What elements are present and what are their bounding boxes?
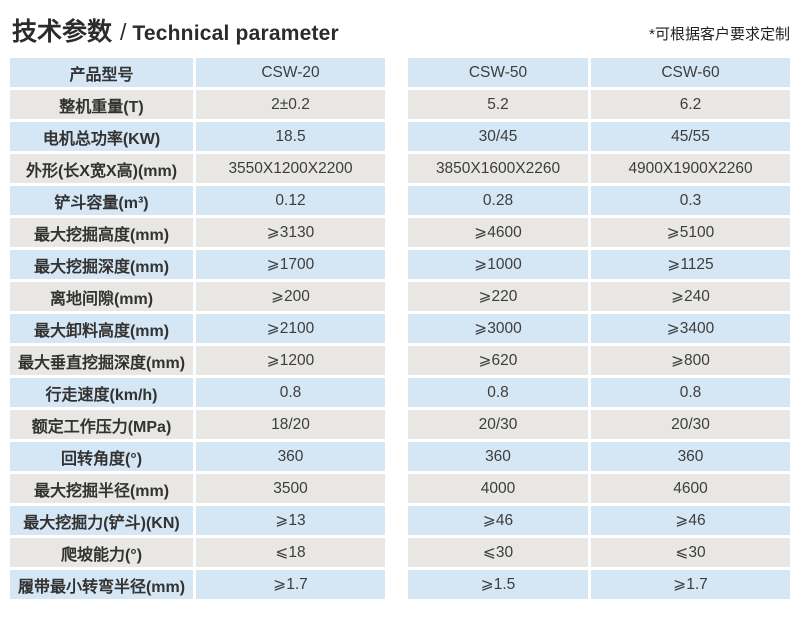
- row-label: 最大挖掘深度(mm): [10, 250, 193, 279]
- value-csw20: 360: [196, 442, 385, 471]
- table-row: 爬坡能力(°) ⩽18 ⩽30 ⩽30: [10, 538, 800, 567]
- row-label: 最大挖掘半径(mm): [10, 474, 193, 503]
- row-label: 额定工作压力(MPa): [10, 410, 193, 439]
- page-title: 技术参数 / Technical parameter: [12, 17, 339, 47]
- table-row: 额定工作压力(MPa) 18/20 20/30 20/30: [10, 410, 800, 439]
- value-csw20: ⩾200: [196, 282, 385, 311]
- table-row: 回转角度(°) 360 360 360: [10, 442, 800, 471]
- table-row: 外形(长X宽X高)(mm) 3550X1200X2200 3850X1600X2…: [10, 154, 800, 183]
- page-header: 技术参数 / Technical parameter *可根据客户要求定制: [0, 0, 800, 47]
- value-csw50: 360: [408, 442, 588, 471]
- value-csw50: 20/30: [408, 410, 588, 439]
- table-row: 最大垂直挖掘深度(mm) ⩾1200 ⩾620 ⩾800: [10, 346, 800, 375]
- value-csw20: 0.8: [196, 378, 385, 407]
- value-csw20: 0.12: [196, 186, 385, 215]
- value-csw60: ⩾3400: [591, 314, 790, 343]
- table-row: 最大卸料高度(mm) ⩾2100 ⩾3000 ⩾3400: [10, 314, 800, 343]
- row-label: 最大卸料高度(mm): [10, 314, 193, 343]
- value-csw20: 2±0.2: [196, 90, 385, 119]
- value-csw20: 3550X1200X2200: [196, 154, 385, 183]
- table-row: 离地间隙(mm) ⩾200 ⩾220 ⩾240: [10, 282, 800, 311]
- value-csw20: ⩾13: [196, 506, 385, 535]
- value-csw50: ⩾3000: [408, 314, 588, 343]
- row-label: 铲斗容量(m³): [10, 186, 193, 215]
- value-csw20: ⩾2100: [196, 314, 385, 343]
- table-row: 整机重量(T) 2±0.2 5.2 6.2: [10, 90, 800, 119]
- value-csw20: ⩾3130: [196, 218, 385, 247]
- value-csw60: CSW-60: [591, 58, 790, 87]
- value-csw20: ⩾1.7: [196, 570, 385, 599]
- value-csw60: ⩾1125: [591, 250, 790, 279]
- value-csw50: ⩽30: [408, 538, 588, 567]
- title-en: Technical parameter: [132, 22, 339, 45]
- value-csw50: 0.8: [408, 378, 588, 407]
- value-csw50: ⩾1.5: [408, 570, 588, 599]
- value-csw50: ⩾46: [408, 506, 588, 535]
- value-csw20: CSW-20: [196, 58, 385, 87]
- value-csw60: 6.2: [591, 90, 790, 119]
- row-label: 外形(长X宽X高)(mm): [10, 154, 193, 183]
- value-csw60: 45/55: [591, 122, 790, 151]
- title-zh: 技术参数: [12, 18, 113, 46]
- value-csw60: ⩾46: [591, 506, 790, 535]
- row-label: 最大垂直挖掘深度(mm): [10, 346, 193, 375]
- value-csw60: ⩽30: [591, 538, 790, 567]
- value-csw20: 18/20: [196, 410, 385, 439]
- table-row: 最大挖掘高度(mm) ⩾3130 ⩾4600 ⩾5100: [10, 218, 800, 247]
- value-csw50: 5.2: [408, 90, 588, 119]
- row-label: 回转角度(°): [10, 442, 193, 471]
- row-label: 爬坡能力(°): [10, 538, 193, 567]
- table-row: 最大挖掘深度(mm) ⩾1700 ⩾1000 ⩾1125: [10, 250, 800, 279]
- row-label: 最大挖掘高度(mm): [10, 218, 193, 247]
- customization-note: *可根据客户要求定制: [649, 26, 790, 43]
- table-row: 履带最小转弯半径(mm) ⩾1.7 ⩾1.5 ⩾1.7: [10, 570, 800, 599]
- row-label: 履带最小转弯半径(mm): [10, 570, 193, 599]
- value-csw60: ⩾800: [591, 346, 790, 375]
- value-csw50: ⩾4600: [408, 218, 588, 247]
- value-csw60: 0.8: [591, 378, 790, 407]
- row-label: 整机重量(T): [10, 90, 193, 119]
- value-csw60: 20/30: [591, 410, 790, 439]
- value-csw60: ⩾1.7: [591, 570, 790, 599]
- value-csw50: 30/45: [408, 122, 588, 151]
- spec-table: 产品型号 CSW-20 CSW-50 CSW-60 整机重量(T) 2±0.2 …: [10, 58, 800, 599]
- value-csw60: 4900X1900X2260: [591, 154, 790, 183]
- value-csw20: ⩽18: [196, 538, 385, 567]
- table-row: 产品型号 CSW-20 CSW-50 CSW-60: [10, 58, 800, 87]
- table-row: 最大挖掘半径(mm) 3500 4000 4600: [10, 474, 800, 503]
- value-csw50: ⩾1000: [408, 250, 588, 279]
- row-label: 电机总功率(KW): [10, 122, 193, 151]
- value-csw20: ⩾1700: [196, 250, 385, 279]
- value-csw50: ⩾620: [408, 346, 588, 375]
- value-csw20: ⩾1200: [196, 346, 385, 375]
- value-csw60: 0.3: [591, 186, 790, 215]
- table-row: 行走速度(km/h) 0.8 0.8 0.8: [10, 378, 800, 407]
- row-label: 最大挖掘力(铲斗)(KN): [10, 506, 193, 535]
- table-row: 铲斗容量(m³) 0.12 0.28 0.3: [10, 186, 800, 215]
- table-row: 最大挖掘力(铲斗)(KN) ⩾13 ⩾46 ⩾46: [10, 506, 800, 535]
- row-label: 离地间隙(mm): [10, 282, 193, 311]
- title-separator: /: [120, 19, 127, 45]
- value-csw20: 3500: [196, 474, 385, 503]
- value-csw50: 0.28: [408, 186, 588, 215]
- table-row: 电机总功率(KW) 18.5 30/45 45/55: [10, 122, 800, 151]
- value-csw60: 4600: [591, 474, 790, 503]
- value-csw60: ⩾240: [591, 282, 790, 311]
- value-csw50: 3850X1600X2260: [408, 154, 588, 183]
- row-label: 产品型号: [10, 58, 193, 87]
- row-label: 行走速度(km/h): [10, 378, 193, 407]
- value-csw50: 4000: [408, 474, 588, 503]
- value-csw60: 360: [591, 442, 790, 471]
- value-csw20: 18.5: [196, 122, 385, 151]
- value-csw50: ⩾220: [408, 282, 588, 311]
- value-csw60: ⩾5100: [591, 218, 790, 247]
- value-csw50: CSW-50: [408, 58, 588, 87]
